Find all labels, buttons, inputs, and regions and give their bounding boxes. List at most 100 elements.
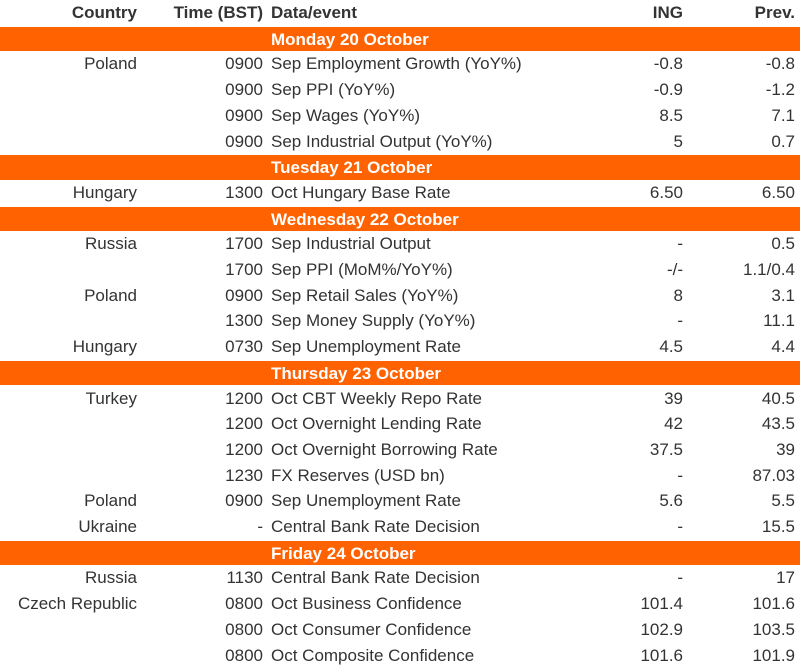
event: Sep Industrial Output: [271, 234, 431, 254]
time: 0900: [225, 80, 263, 100]
event: Central Bank Rate Decision: [271, 517, 480, 536]
previous: 87.03: [752, 465, 795, 485]
event: Oct CBT Weekly Repo Rate: [271, 388, 483, 408]
time: 1230: [225, 465, 263, 485]
country: Hungary: [72, 337, 137, 357]
day-label: Friday 24 October: [271, 543, 416, 563]
event: Sep Unemployment Rate: [271, 491, 461, 511]
previous: 43.5: [761, 414, 795, 434]
ing-forecast: 37.5: [649, 439, 683, 459]
data-row: 0800 Oct Composite Confidence 101.6 101.9: [0, 643, 800, 669]
data-row: Hungary 1300 Oct Hungary Base Rate 6.50 6.50: [0, 180, 800, 206]
day-band: Friday 24 October: [0, 539, 800, 566]
previous: 101.9: [752, 645, 795, 665]
data-row: 0800 Oct Consumer Confidence 102.9 103.5: [0, 617, 800, 643]
time: 0900: [225, 54, 263, 74]
data-row: 1230 FX Reserves (USD bn) - 87.03: [0, 463, 800, 489]
country: Turkey: [85, 388, 137, 408]
ing-forecast: 102.9: [640, 619, 683, 639]
previous: 3.1: [771, 285, 795, 305]
time: 1200: [225, 414, 263, 434]
previous: 6.50: [761, 182, 795, 202]
country: Poland: [84, 54, 137, 74]
data-row: Ukraine - Central Bank Rate Decision -15.5: [0, 514, 800, 540]
event: Sep Wages (YoY%): [271, 105, 420, 125]
ing-forecast: -0.9: [653, 80, 683, 100]
previous: 40.5: [761, 388, 795, 408]
time: 0900: [225, 105, 263, 125]
column-header: ING: [652, 3, 683, 22]
column-header: Data/event: [271, 3, 357, 22]
previous: 11.1: [763, 311, 795, 331]
data-row: Czech Republic 0800 Oct Business Confidenc…: [0, 591, 800, 617]
event: Oct Hungary Base Rate: [271, 182, 451, 202]
time: 1700: [225, 234, 263, 254]
ing-forecast: 101.4: [640, 594, 683, 614]
event: Oct Overnight Borrowing Rate: [271, 439, 498, 459]
previous: 5.5: [771, 491, 795, 511]
ing-forecast: -0.8: [653, 54, 683, 74]
previous: 15.5: [761, 517, 795, 536]
event: Sep Industrial Output (YoY%): [271, 131, 493, 151]
time: 1130: [226, 568, 263, 588]
data-row: 1700 Sep PPI (MoM%/YoY%) -/- 1.1/0.4: [0, 257, 800, 283]
day-band: Wednesday 22 October: [0, 205, 800, 232]
previous: 4.4: [771, 337, 795, 357]
ing-forecast: -/-: [666, 260, 683, 279]
day-band: Tuesday 21 October: [0, 154, 800, 180]
event: Sep PPI (MoM%/YoY%): [271, 260, 453, 279]
data-row: Poland 0900 Sep Retail Sales (YoY%) 8 3.1: [0, 283, 800, 309]
ing-forecast: 6.50: [649, 182, 683, 202]
day-label: Thursday 23 October: [271, 363, 442, 383]
ing-forecast: 8.5: [659, 105, 683, 125]
country: Ukraine: [78, 517, 137, 536]
time: 0800: [225, 594, 263, 614]
previous: -1.2: [765, 80, 795, 100]
time: 0900: [225, 285, 263, 305]
data-row: 0900 Sep Industrial Output (YoY%) 5 0.7: [0, 129, 800, 155]
event: Sep Unemployment Rate: [271, 337, 461, 357]
day-band: Thursday 23 October: [0, 359, 800, 386]
ing-forecast: 8: [673, 285, 683, 305]
event: Oct Business Confidence: [271, 594, 462, 614]
column-header: Prev.: [754, 3, 795, 22]
data-row: 1200 Oct Overnight Lending Rate 42 43.5: [0, 411, 800, 437]
event: Oct Consumer Confidence: [271, 619, 472, 639]
event: Oct Overnight Lending Rate: [271, 414, 482, 434]
day-band: Monday 20 October: [0, 25, 800, 52]
event: Central Bank Rate Decision: [271, 568, 480, 588]
data-row: 0900 Sep Wages (YoY%) 8.5 7.1: [0, 103, 800, 129]
ing-forecast: 42: [664, 414, 683, 434]
previous: 7.1: [771, 105, 795, 125]
column-header: Time (BST): [173, 3, 263, 22]
day-label: Wednesday 22 October: [271, 209, 459, 229]
time: -: [257, 517, 263, 536]
time: 1700: [225, 260, 263, 279]
time: 0900: [225, 491, 263, 511]
ing-forecast: 39: [664, 388, 683, 408]
ing-forecast: 4.5: [659, 337, 683, 357]
country: Russia: [85, 568, 137, 588]
time: 0800: [225, 619, 263, 639]
time: 1300: [225, 182, 263, 202]
column-header: Country: [71, 3, 137, 22]
time: 0730: [225, 337, 263, 357]
country: Russia: [85, 234, 137, 254]
time: 0900: [225, 131, 263, 151]
previous: 39: [776, 439, 795, 459]
time: 1200: [225, 388, 263, 408]
data-row: Hungary 0730 Sep Unemployment Rate 4.5 4.4: [0, 334, 800, 360]
time: 1200: [225, 439, 263, 459]
data-row: Russia 1700 Sep Industrial Output - 0.5: [0, 231, 800, 257]
day-label: Tuesday 21 October: [271, 158, 433, 178]
ing-forecast: -: [677, 568, 683, 588]
previous: 0.5: [771, 234, 795, 254]
ing-forecast: -: [677, 465, 683, 485]
data-row: Turkey 1200 Oct CBT Weekly Repo Rate 39 40.5: [0, 386, 800, 412]
event: Sep PPI (YoY%): [271, 80, 396, 100]
previous: 103.5: [752, 619, 795, 639]
time: 1300: [225, 311, 263, 331]
event: FX Reserves (USD bn): [271, 465, 445, 485]
previous: -0.8: [765, 54, 795, 74]
